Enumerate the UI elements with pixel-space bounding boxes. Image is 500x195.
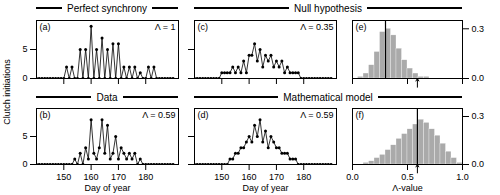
svg-text:170: 170 xyxy=(269,172,284,182)
svg-text:160: 160 xyxy=(242,172,257,182)
svg-text:0.0: 0.0 xyxy=(346,172,359,182)
svg-text:(d): (d) xyxy=(198,110,209,120)
svg-text:5: 5 xyxy=(22,44,27,54)
svg-text:0: 0 xyxy=(22,73,27,83)
svg-text:(c): (c) xyxy=(198,22,209,32)
html-text:Data: Data xyxy=(96,91,118,103)
svg-text:(a): (a) xyxy=(40,22,51,32)
svg-text:0.0: 0.0 xyxy=(472,73,485,83)
svg-text:150: 150 xyxy=(56,172,71,182)
svg-text:(f): (f) xyxy=(356,110,365,120)
html-text:Null hypothesis: Null hypothesis xyxy=(294,2,362,14)
svg-text:180: 180 xyxy=(296,172,311,182)
svg-text:(b): (b) xyxy=(40,110,51,120)
svg-text:Λ = 0.35: Λ = 0.35 xyxy=(300,22,333,32)
svg-text:Λ = 0.59: Λ = 0.59 xyxy=(300,110,333,120)
svg-text:Λ = 1: Λ = 1 xyxy=(155,22,176,32)
svg-text:Λ = 0.59: Λ = 0.59 xyxy=(142,110,175,120)
svg-text:Day of year: Day of year xyxy=(84,183,130,193)
svg-text:5: 5 xyxy=(22,131,27,141)
svg-text:(e): (e) xyxy=(356,22,367,32)
html-text:Clutch initiations: Clutch initiations xyxy=(2,59,12,125)
svg-text:150: 150 xyxy=(214,172,229,182)
html-text:Mathematical model: Mathematical model xyxy=(283,91,373,103)
svg-text:Λ-value: Λ-value xyxy=(392,183,423,193)
svg-text:1.0: 1.0 xyxy=(456,172,469,182)
svg-text:Day of year: Day of year xyxy=(242,183,288,193)
html-text:Perfect synchrony: Perfect synchrony xyxy=(67,2,147,14)
svg-text:0: 0 xyxy=(22,159,27,169)
svg-text:180: 180 xyxy=(138,172,153,182)
svg-text:0.3: 0.3 xyxy=(472,24,485,34)
svg-text:0.0: 0.0 xyxy=(472,159,485,169)
svg-text:0.3: 0.3 xyxy=(472,111,485,121)
svg-text:0.5: 0.5 xyxy=(401,172,414,182)
svg-text:160: 160 xyxy=(84,172,99,182)
svg-text:170: 170 xyxy=(111,172,126,182)
